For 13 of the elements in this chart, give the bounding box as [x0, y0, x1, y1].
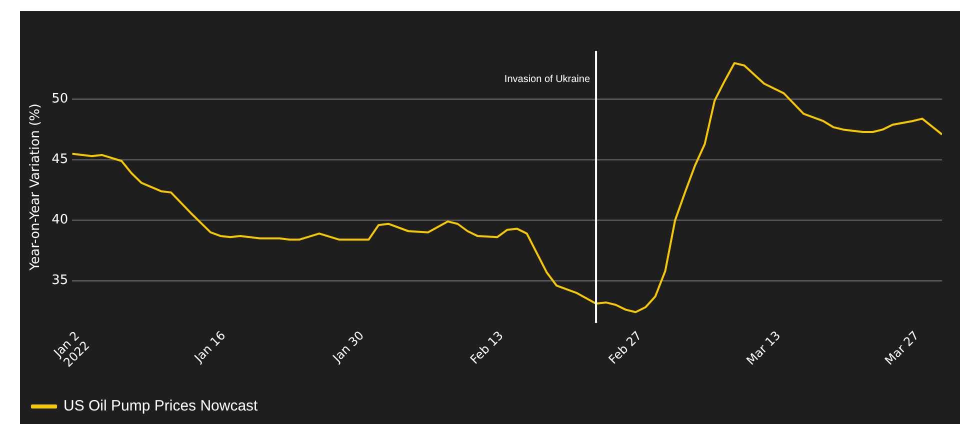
- x-tick-label: Mar 27: [882, 328, 922, 368]
- ref-line-label: Invasion of Ukraine: [504, 74, 590, 85]
- y-tick-label: 35: [52, 273, 68, 288]
- x-tick-label: Mar 13: [744, 328, 784, 368]
- y-tick-label: 40: [52, 212, 68, 228]
- x-tick-label: Jan 30: [329, 328, 367, 366]
- legend-label: US Oil Pump Prices Nowcast: [64, 398, 259, 415]
- y-tick-label: 45: [52, 152, 68, 168]
- x-tick-label: Feb 27: [606, 328, 644, 367]
- y-axis-title: Year-on-Year Variation (%): [28, 104, 44, 272]
- x-tick-label: Feb 13: [467, 328, 506, 367]
- y-tick-label: 50: [52, 92, 68, 107]
- x-tick-label: Jan 16: [190, 328, 228, 366]
